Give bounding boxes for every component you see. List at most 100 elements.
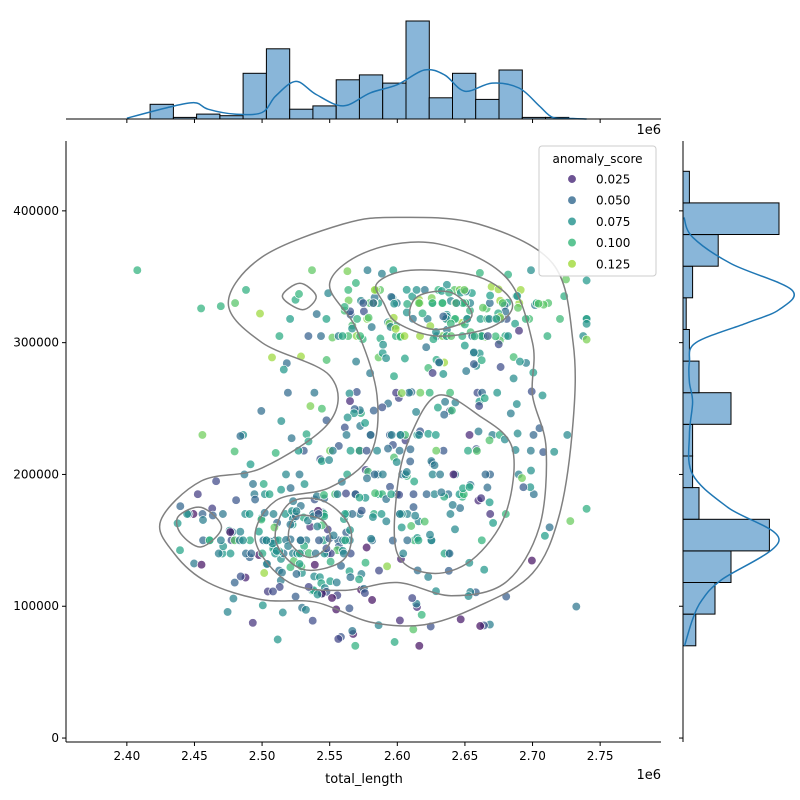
scatter-point (473, 426, 484, 437)
scatter-point (344, 388, 355, 399)
scatter-point (474, 401, 484, 411)
scatter-point (321, 355, 332, 365)
scatter-point (482, 482, 493, 493)
scatter-point (337, 331, 348, 341)
histogram-bar (475, 98, 500, 120)
scatter-point (278, 607, 288, 618)
scatter-point (383, 443, 393, 454)
kde-contour (287, 514, 332, 559)
scatter-point (382, 561, 392, 571)
scatter-point (268, 509, 279, 519)
scatter-point (484, 435, 495, 445)
scatter-point (526, 465, 536, 476)
scatter-point (415, 388, 425, 398)
scatter-point (400, 353, 410, 364)
scatter-point (506, 408, 516, 419)
scatter-point (239, 469, 250, 480)
scatter-point (581, 334, 592, 345)
scatter-point (264, 489, 275, 499)
y-tick-label: 200000 (13, 467, 59, 481)
legend-marker (567, 259, 577, 269)
scatter-point (491, 314, 502, 324)
scatter-point (376, 509, 387, 519)
legend-label: 0.125 (596, 257, 630, 271)
scatter-point (544, 522, 555, 532)
scatter-point (540, 531, 550, 541)
scatter-point (414, 430, 424, 440)
scatter-point (271, 448, 281, 458)
scatter-point (537, 390, 548, 401)
scatter-point (175, 545, 185, 555)
scatter-point (421, 489, 432, 499)
scatter-point (492, 388, 502, 398)
scatter-point (503, 331, 513, 341)
histogram-bar (682, 329, 690, 362)
scatter-point (336, 561, 346, 571)
histogram-bar (682, 170, 690, 204)
joint-scatter-panel: 2.40 2.45 2.50 2.55 2.60 2.65 2.70 2.75 0 100000 2… (13, 141, 661, 763)
kde-contour (175, 506, 223, 548)
scatter-point (512, 399, 522, 409)
scatter-point (250, 494, 260, 505)
scatter-point (389, 299, 399, 309)
legend-marker (567, 216, 577, 227)
scatter-point (285, 314, 295, 324)
scatter-point (290, 591, 301, 602)
scatter-point (255, 308, 265, 319)
scatter-point (344, 603, 355, 613)
scatter-point (485, 509, 495, 519)
histogram-bar (428, 97, 454, 120)
scatter-point (411, 285, 422, 295)
scatter-point (314, 535, 324, 545)
scatter-point (498, 298, 508, 308)
x-axis-offset-label: 1e6 (636, 768, 661, 783)
scatter-point (317, 404, 327, 414)
scatter-point (319, 490, 329, 500)
scatter-point (484, 497, 495, 507)
scatter-point (433, 402, 443, 413)
scatter-point (312, 309, 322, 319)
scatter-point (394, 446, 405, 456)
scatter-point (361, 542, 372, 553)
scatter-point (399, 331, 410, 341)
scatter-point (354, 574, 364, 584)
scatter-point (328, 530, 339, 541)
scatter-point (440, 397, 450, 407)
scatter-point (405, 444, 416, 454)
y-tick-label: 300000 (13, 336, 59, 350)
scatter-point (479, 565, 489, 575)
scatter-point (350, 641, 360, 651)
kde-contour (158, 216, 577, 627)
scatter-point (408, 502, 419, 512)
scatter-point (362, 265, 373, 275)
scatter-point (374, 565, 384, 576)
scatter-point (308, 616, 318, 626)
scatter-point (235, 431, 246, 441)
scatter-point (549, 447, 559, 457)
x-tick-label: 2.60 (384, 749, 411, 763)
scatter-point (542, 331, 553, 341)
scatter-point (409, 476, 419, 487)
scatter-point (527, 555, 537, 566)
scatter-point (367, 595, 377, 605)
scatter-point (216, 301, 226, 311)
histogram-bar (289, 108, 314, 120)
scatter-point (533, 299, 544, 309)
scatter-point (483, 331, 493, 341)
x-tick-label: 2.45 (181, 749, 208, 763)
scatter-point (281, 469, 291, 480)
scatter-point (445, 509, 456, 519)
x-tick-label: 2.70 (519, 749, 546, 763)
kde-curve (683, 217, 795, 647)
scatter-point (327, 593, 337, 603)
scatter-point (402, 467, 412, 477)
scatter-point (406, 521, 416, 531)
scatter-point (236, 571, 246, 582)
scatter-point (334, 441, 344, 451)
scatter-point (132, 265, 142, 275)
scatter-point (222, 607, 233, 617)
scatter-point (214, 548, 224, 559)
scatter-point (248, 618, 258, 628)
scatter-point (324, 455, 334, 465)
legend-title: anomaly_score (552, 152, 642, 166)
